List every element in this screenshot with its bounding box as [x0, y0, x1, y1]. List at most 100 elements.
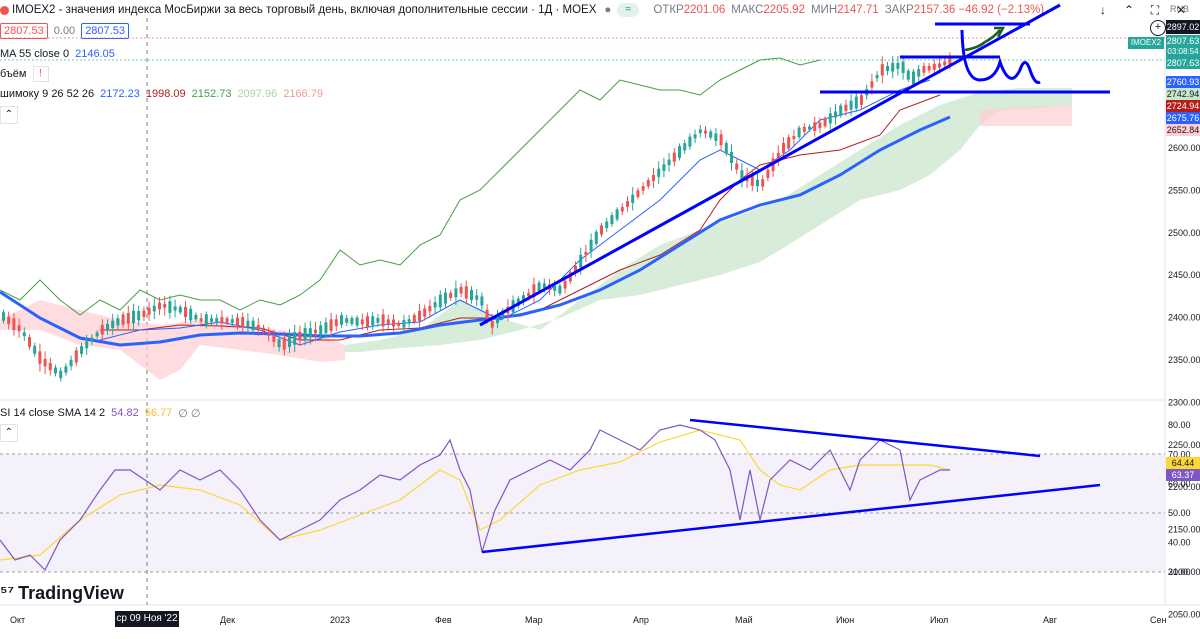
candle-body: [246, 320, 250, 328]
candle-body: [251, 320, 255, 331]
price-tick-label: 2200.00: [1168, 482, 1200, 492]
candle-body: [776, 152, 780, 159]
candle-body: [272, 335, 276, 342]
candle-body: [241, 317, 245, 328]
ma-value: 2146.05: [75, 48, 115, 60]
candle-body: [886, 65, 889, 72]
ichimoku-cloud-green: [345, 88, 1072, 352]
candle-body: [95, 332, 99, 337]
candle-body: [818, 122, 822, 129]
price-tick-label: 2500.00: [1168, 228, 1200, 238]
candle-body: [574, 265, 577, 273]
trendline-main: [479, 3, 1061, 327]
crosshair-price-badge: 2897.02: [1166, 20, 1200, 34]
chevron-up-icon[interactable]: ⌃: [1123, 3, 1135, 17]
candle-body: [22, 332, 26, 337]
tenkan-badge: 2760.93: [1166, 76, 1200, 88]
chart-header: IMOEX2 - значения индекса МосБиржи за ве…: [0, 0, 1095, 20]
fullscreen-icon[interactable]: ⛶: [1150, 2, 1160, 17]
ma-legend[interactable]: MA 55 close 0 2146.05: [0, 46, 115, 62]
candle-body: [152, 305, 156, 312]
time-tick-label: Мар: [525, 615, 543, 625]
close-icon[interactable]: ✕: [1175, 3, 1187, 17]
symbol-title[interactable]: IMOEX2 - значения индекса МосБиржи за ве…: [12, 4, 597, 16]
candle-body: [844, 104, 848, 111]
candle-body: [220, 317, 224, 324]
candle-body: [802, 126, 806, 132]
candle-body: [418, 310, 421, 322]
collapse-rsi-icon[interactable]: ⌃: [0, 424, 18, 442]
candle-body: [12, 318, 16, 331]
price-tick-label: 2100.00: [1168, 567, 1200, 577]
spanA-badge: 2742.94: [1166, 88, 1200, 100]
candle-body: [350, 317, 354, 325]
candle-body: [168, 301, 172, 313]
candle-body: [449, 292, 453, 298]
candle-body: [277, 338, 281, 348]
rsi-tick-label: 80.00: [1168, 420, 1191, 430]
candle-body: [184, 306, 187, 318]
rsi-resistance-line: [689, 418, 1041, 458]
candle-body: [48, 363, 52, 371]
candle-body: [17, 325, 21, 332]
eye-icon[interactable]: ●: [604, 4, 612, 16]
candle-body: [111, 320, 115, 329]
price-tick-label: 2400.00: [1168, 313, 1200, 323]
candle-body: [402, 320, 406, 328]
candle-body: [667, 159, 671, 166]
candle-body: [553, 285, 557, 291]
candle-body: [33, 345, 37, 354]
candle-body: [527, 292, 531, 297]
price-tick-label: 2550.00: [1168, 185, 1200, 195]
price-tick-label: 2250.00: [1168, 440, 1200, 450]
candle-body: [735, 163, 739, 170]
candle-body: [854, 96, 858, 109]
candle-body: [584, 251, 588, 255]
candle-body: [823, 118, 827, 127]
candle-body: [74, 350, 78, 363]
candle-body: [199, 318, 203, 322]
rsi-axis: 80.00 70.00 60.00 50.00 40.00 30.00: [1168, 420, 1191, 577]
candle-body: [750, 174, 754, 186]
candle-body: [475, 295, 479, 300]
candle-body: [236, 317, 239, 326]
time-tick-label: Окт: [10, 615, 25, 625]
symbol-icon: [0, 5, 9, 15]
candle-body: [787, 137, 791, 149]
arrow-down-icon[interactable]: ↓: [1100, 3, 1106, 17]
candle-body: [267, 332, 271, 336]
candle-body: [371, 316, 375, 326]
candle-body: [189, 308, 193, 321]
candle-body: [932, 63, 936, 70]
user-drawings: [479, 3, 1110, 554]
collapse-legend-icon[interactable]: ⌃: [0, 106, 18, 124]
bid-price[interactable]: 2807.53: [0, 23, 48, 39]
candle-body: [719, 134, 723, 146]
candle-body: [225, 318, 229, 323]
rsi-tick-label: 40.00: [1168, 538, 1191, 548]
candle-body: [470, 289, 473, 301]
ma55-line: [0, 115, 951, 347]
rsi-legend[interactable]: SI 14 close SMA 14 2 54.82 56.77 ∅ ∅: [0, 405, 200, 421]
candle-body: [340, 315, 343, 325]
plus-icon[interactable]: +: [1150, 20, 1166, 36]
candle-body: [875, 75, 879, 79]
candle-body: [636, 190, 640, 197]
open-label: ОТКР: [653, 4, 684, 16]
volume-legend[interactable]: бъём !: [0, 66, 49, 82]
candle-body: [38, 351, 42, 364]
ichimoku-legend[interactable]: шимоку 9 26 52 26 2172.23 1998.09 2152.7…: [0, 86, 323, 102]
candle-body: [90, 337, 94, 342]
market-status-icon[interactable]: ≈: [617, 3, 640, 17]
candle-body: [490, 320, 494, 328]
currency-label[interactable]: RUB: [1170, 4, 1190, 14]
ichimoku-chikou-value: 2152.73: [191, 88, 232, 100]
candle-body: [386, 319, 390, 325]
candle-body: [116, 318, 120, 326]
candle-body: [423, 308, 427, 317]
warning-icon[interactable]: !: [32, 66, 49, 82]
candle-body: [329, 319, 333, 332]
candle-body: [620, 207, 624, 212]
candle-body: [147, 307, 151, 315]
